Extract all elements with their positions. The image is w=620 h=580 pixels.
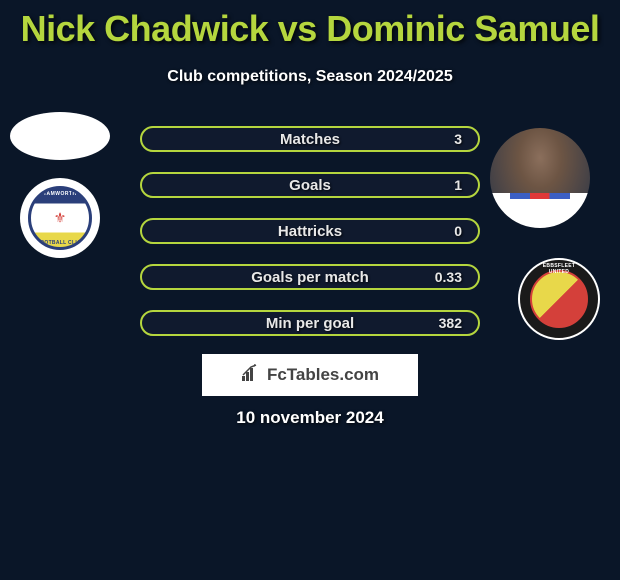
stat-row: Goals per match 0.33 xyxy=(140,264,480,290)
stat-row: Min per goal 382 xyxy=(140,310,480,336)
stat-value-right: 0.33 xyxy=(435,269,462,285)
stat-label: Hattricks xyxy=(278,223,342,240)
club-right-label: EBBSFLEET UNITED xyxy=(532,263,586,275)
player-right-avatar xyxy=(490,128,590,228)
club-logo-right-inner: EBBSFLEET UNITED xyxy=(530,270,588,328)
club-left-label-top: TAMWORTH xyxy=(31,191,89,197)
club-logo-left: TAMWORTH ⚜ FOOTBALL CLUB xyxy=(20,178,100,258)
stat-value-right: 3 xyxy=(454,131,462,147)
club-left-label-bottom: FOOTBALL CLUB xyxy=(31,240,89,246)
stat-row: Goals 1 xyxy=(140,172,480,198)
subtitle: Club competitions, Season 2024/2025 xyxy=(0,68,620,86)
club-logo-right: EBBSFLEET UNITED xyxy=(518,258,600,340)
stat-label: Goals per match xyxy=(251,269,369,286)
page-title: Nick Chadwick vs Dominic Samuel xyxy=(0,0,620,50)
stat-label: Min per goal xyxy=(266,315,354,332)
player-right-collar xyxy=(490,193,590,228)
player-left-avatar xyxy=(10,112,110,160)
fleur-icon: ⚜ xyxy=(54,210,67,227)
stat-value-right: 1 xyxy=(454,177,462,193)
stat-row: Matches 3 xyxy=(140,126,480,152)
branding: FcTables.com xyxy=(202,354,418,396)
date-label: 10 november 2024 xyxy=(0,408,620,428)
stat-value-right: 382 xyxy=(439,315,462,331)
stat-label: Matches xyxy=(280,131,340,148)
branding-text: FcTables.com xyxy=(267,365,379,385)
stat-label: Goals xyxy=(289,177,331,194)
stats-container: Matches 3 Goals 1 Hattricks 0 Goals per … xyxy=(140,126,480,356)
stat-value-right: 0 xyxy=(454,223,462,239)
stat-row: Hattricks 0 xyxy=(140,218,480,244)
club-logo-left-inner: TAMWORTH ⚜ FOOTBALL CLUB xyxy=(28,186,92,250)
chart-icon xyxy=(241,364,263,387)
